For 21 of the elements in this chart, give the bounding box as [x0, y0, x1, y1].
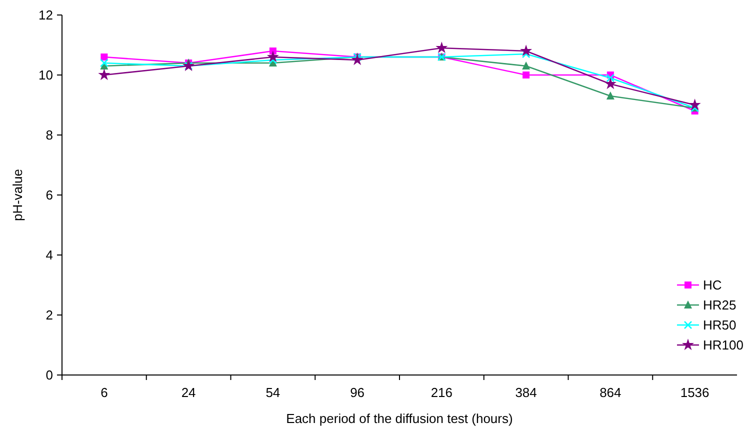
y-tick-label: 10 — [38, 68, 53, 83]
legend-label: HR25 — [703, 298, 736, 313]
y-tick-label: 8 — [46, 128, 53, 143]
y-tick-label: 4 — [46, 248, 53, 263]
legend-label: HC — [703, 278, 722, 293]
x-tick-label: 864 — [600, 385, 622, 400]
x-tick-label: 24 — [181, 385, 196, 400]
x-tick-label: 384 — [515, 385, 537, 400]
y-tick-label: 0 — [46, 368, 53, 383]
y-tick-label: 12 — [38, 8, 53, 23]
legend-label: HR50 — [703, 318, 736, 333]
legend-label: HR100 — [703, 338, 744, 353]
x-tick-label: 6 — [100, 385, 108, 400]
y-tick-label: 2 — [46, 308, 53, 323]
x-tick-label: 54 — [266, 385, 280, 400]
y-tick-label: 6 — [46, 188, 53, 203]
x-tick-label: 216 — [430, 385, 453, 400]
x-tick-label: 96 — [350, 385, 365, 400]
y-axis-title: pH-value — [10, 168, 25, 222]
x-axis-title: Each period of the diffusion test (hours) — [286, 411, 513, 426]
x-tick-label: 1536 — [680, 385, 710, 400]
